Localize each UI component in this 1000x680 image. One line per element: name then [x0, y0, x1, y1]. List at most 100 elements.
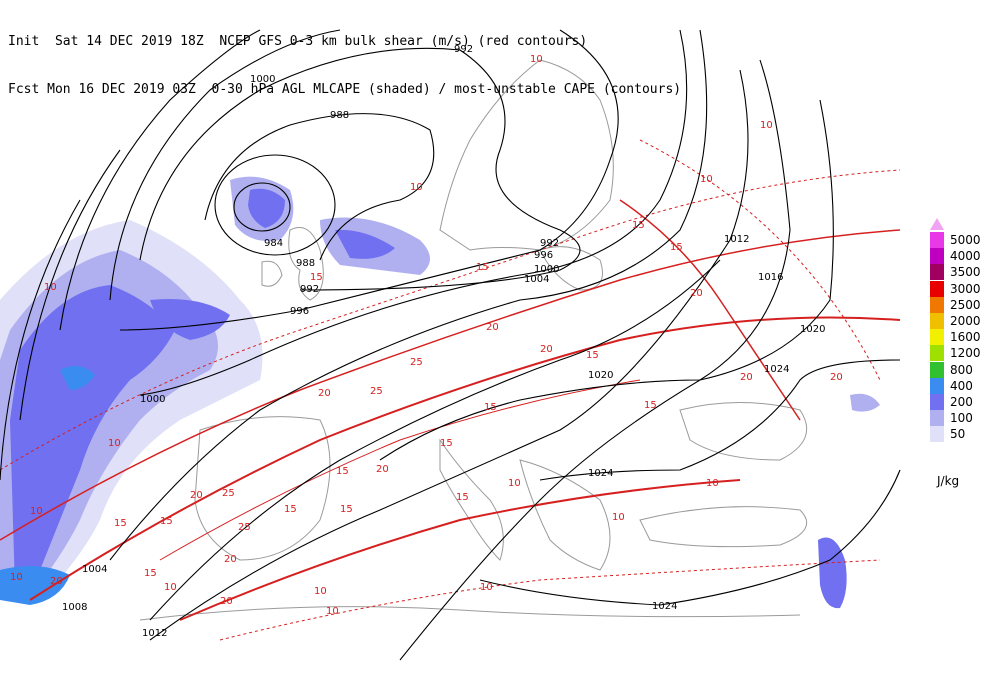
shear-label: 10	[30, 506, 43, 517]
shear-label: 15	[586, 350, 599, 361]
legend-swatch	[930, 345, 944, 362]
legend-label: 2000	[950, 313, 981, 328]
shear-label: 25	[222, 488, 235, 499]
legend-label: 2500	[950, 297, 981, 312]
legend-row: 4000	[926, 248, 1000, 265]
shear-label: 15	[340, 504, 353, 515]
shear-labels: 10 10 10 10 10 15 15 15 15 15 15 20 20 2…	[10, 54, 843, 617]
cape-region-black-sea-east	[850, 393, 880, 412]
shear-label: 15	[440, 438, 453, 449]
shear-label: 10	[164, 582, 177, 593]
isobar-1004	[19, 29, 708, 561]
legend-row: 5000	[926, 218, 1000, 248]
legend-row: 1200	[926, 345, 1000, 362]
shear-label: 15	[160, 516, 173, 527]
shear-label: 20	[830, 372, 843, 383]
legend-row: 100	[926, 410, 1000, 427]
legend-overflow-arrow	[930, 218, 944, 230]
shear-contour-25	[159, 379, 641, 561]
shear-label: 20	[50, 576, 63, 587]
shear-contour-15	[0, 229, 901, 541]
legend-swatch	[930, 393, 944, 410]
isobar-1008	[0, 199, 721, 621]
legend-label: 1600	[950, 330, 981, 345]
legend-label: 3500	[950, 265, 981, 280]
shear-label: 10	[314, 586, 327, 597]
coast-british-isles	[288, 227, 324, 301]
isobar-label: 984	[264, 238, 283, 249]
shear-label: 15	[284, 504, 297, 515]
shear-label: 10	[612, 512, 625, 523]
isobar-label: 1012	[142, 628, 167, 639]
isobar-label: 996	[290, 306, 309, 317]
legend-label: 5000	[950, 233, 981, 247]
legend-row: 400	[926, 377, 1000, 394]
isobar-label: 1008	[62, 602, 87, 613]
shear-label: 25	[410, 357, 423, 368]
shear-label: 15	[484, 402, 497, 413]
coast-iberia	[194, 416, 331, 561]
coastlines	[139, 59, 808, 621]
header-init-line: Init Sat 14 DEC 2019 18Z NCEP GFS 0-3 km…	[8, 34, 588, 49]
map-boundary	[0, 30, 910, 680]
cape-region-iceland-low-core	[248, 188, 285, 228]
isobar-label: 1004	[524, 274, 549, 285]
coast-italy	[439, 438, 504, 561]
coast-balkans	[519, 459, 611, 571]
isobar-1000	[59, 29, 688, 396]
shear-label: 10	[10, 572, 23, 583]
shear-contour-10-east	[639, 139, 881, 381]
isobar-label: 992	[454, 44, 473, 55]
cape-region-iberia-sw	[0, 566, 70, 605]
isobars	[0, 29, 901, 661]
legend-swatch	[930, 312, 944, 329]
shear-label: 15	[336, 466, 349, 477]
legend-swatch	[930, 280, 944, 297]
legend-row: 800	[926, 361, 1000, 378]
legend-swatch	[930, 329, 944, 346]
isobar-label: 1004	[82, 564, 107, 575]
legend-swatch	[930, 296, 944, 313]
shear-label: 15	[456, 492, 469, 503]
legend-label: 4000	[950, 249, 981, 264]
shear-contour-10-south	[219, 559, 881, 641]
legend-swatch	[930, 361, 944, 378]
shear-label: 10	[410, 182, 423, 193]
shear-label: 20	[224, 554, 237, 565]
shear-label: 10	[326, 606, 339, 617]
isobar-label: 996	[534, 250, 553, 261]
legend-swatch	[930, 264, 944, 281]
coast-baltic	[539, 246, 603, 291]
shear-label: 20	[376, 464, 389, 475]
shear-label: 10	[44, 282, 57, 293]
legend-label: 1200	[950, 346, 981, 361]
legend-row: 3000	[926, 280, 1000, 297]
legend-label: 50	[950, 427, 966, 442]
coast-north-africa	[139, 606, 801, 621]
legend-swatch	[930, 248, 944, 265]
shear-label: 10	[530, 54, 543, 65]
legend-label: 100	[950, 411, 973, 426]
shear-label: 20	[190, 490, 203, 501]
isobar-1024	[479, 359, 901, 606]
shear-contours	[0, 139, 901, 641]
shear-label: 15	[310, 272, 323, 283]
isobar-label: 1016	[758, 272, 783, 283]
cape-region-atlantic-west-200	[10, 285, 175, 590]
isobar-label: 1020	[800, 324, 825, 335]
isobar-label: 992	[300, 284, 319, 295]
shear-contour-20	[29, 316, 901, 601]
shear-label: 25	[370, 386, 383, 397]
isobar-1012	[149, 69, 749, 641]
shear-label: 10	[700, 174, 713, 185]
legend-row: 200	[926, 393, 1000, 410]
legend-row: 1600	[926, 329, 1000, 346]
isobar-984-low	[233, 182, 291, 232]
legend-row: 2000	[926, 312, 1000, 329]
shear-label: 10	[480, 582, 493, 593]
isobar-label: 1024	[588, 468, 613, 479]
legend-units: J/kg	[937, 474, 960, 488]
shear-contour-10-dashed	[0, 169, 901, 471]
legend-swatch	[930, 410, 944, 427]
